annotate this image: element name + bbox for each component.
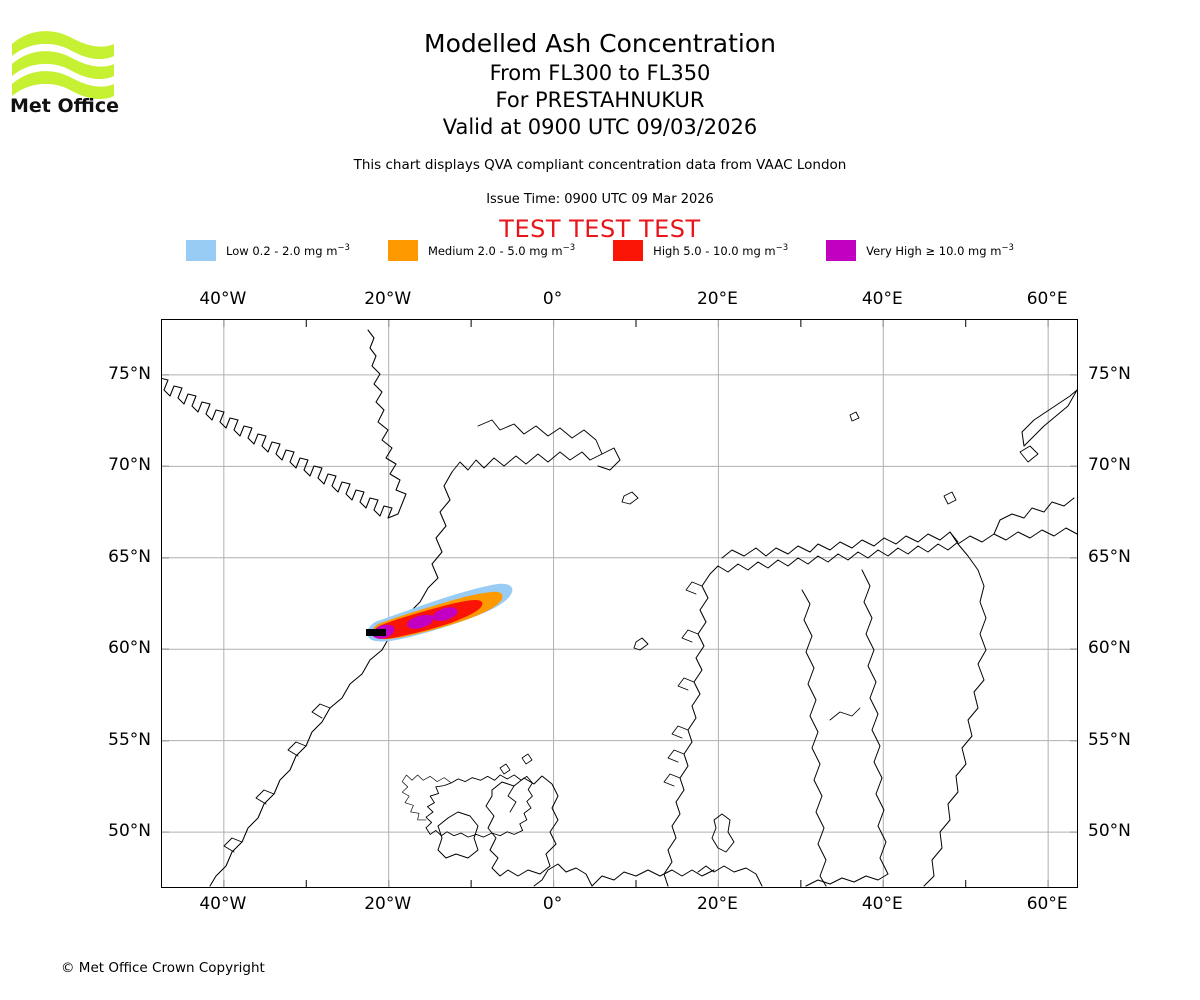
x-axis-tick-label-bottom: 60°E — [1026, 894, 1068, 914]
legend-swatch — [826, 240, 857, 261]
x-axis-tick-label-bottom: 40°E — [861, 894, 903, 914]
legend-label: Low 0.2 - 2.0 mg m−3 — [226, 243, 350, 258]
legend-item: High 5.0 - 10.0 mg m−3 — [613, 240, 788, 261]
qva-note: This chart displays QVA compliant concen… — [353, 157, 847, 173]
y-axis-tick-label-right: 65°N — [1088, 546, 1131, 567]
y-axis-tick-label-right: 70°N — [1088, 455, 1131, 476]
y-axis-tick-label-right: 55°N — [1088, 729, 1131, 750]
y-axis-tick-label-right: 60°N — [1088, 638, 1131, 659]
y-axis-tick-label-left: 70°N — [108, 455, 151, 476]
x-axis-tick-label-top: 60°E — [1026, 289, 1068, 309]
map-gridlines — [162, 320, 1077, 887]
legend-swatch — [387, 240, 418, 261]
ash-plume — [367, 583, 513, 642]
legend-item: Very High ≥ 10.0 mg m−3 — [826, 240, 1014, 261]
map-area: 40°W 20°W 0° 20°E 40°E 60°E 40°W 20°W 0° 20°E 40°… — [108, 289, 1131, 914]
x-axis-tick-label-top: 0° — [542, 289, 563, 309]
met-office-wordmark: Met Office — [10, 95, 119, 114]
coastlines — [162, 329, 1077, 887]
legend-label: Medium 2.0 - 5.0 mg m−3 — [427, 243, 576, 258]
copyright-footer: © Met Office Crown Copyright — [61, 960, 265, 976]
legend-swatch — [186, 240, 217, 261]
y-axis-tick-label-left: 65°N — [108, 546, 151, 567]
x-axis-tick-label-top: 40°W — [199, 289, 247, 309]
x-axis-tick-label-top: 40°E — [861, 289, 903, 309]
y-axis-tick-label-right: 50°N — [1088, 821, 1131, 842]
title-block: Modelled Ash Concentration From FL300 to… — [0, 28, 1200, 141]
page-title: Modelled Ash Concentration — [424, 29, 776, 58]
x-axis-tick-label-top: 20°E — [696, 289, 738, 309]
y-axis-tick-label-left: 60°N — [108, 638, 151, 659]
y-axis-tick-label-left: 50°N — [108, 821, 151, 842]
plume-band-veryhigh-streak2 — [432, 607, 458, 621]
x-axis-tick-label-top: 20°W — [364, 289, 412, 309]
legend-item: Low 0.2 - 2.0 mg m−3 — [186, 240, 350, 261]
x-axis-tick-label-bottom: 0° — [542, 894, 563, 914]
met-office-waves-icon: Met Office — [10, 31, 119, 114]
legend-swatch — [613, 240, 644, 261]
map-frame — [161, 319, 1078, 888]
x-axis-tick-label-bottom: 40°W — [199, 894, 247, 914]
y-axis-tick-label-left: 55°N — [108, 729, 151, 750]
axis-minor-ticks — [162, 320, 1077, 887]
legend-label: Very High ≥ 10.0 mg m−3 — [866, 243, 1014, 258]
volcano-source-marker — [366, 629, 386, 636]
y-axis-tick-label-left: 75°N — [108, 363, 151, 384]
met-office-logo: Met Office — [10, 22, 130, 114]
legend-item: Medium 2.0 - 5.0 mg m−3 — [387, 240, 576, 261]
concentration-legend: Low 0.2 - 2.0 mg m−3 Medium 2.0 - 5.0 mg … — [0, 240, 1200, 261]
flight-level-subtitle: From FL300 to FL350 — [489, 61, 711, 85]
legend-label: High 5.0 - 10.0 mg m−3 — [653, 243, 789, 258]
iceland-overlay-outline — [425, 774, 533, 838]
plume-band-veryhigh-streak1 — [407, 614, 434, 629]
valid-time-subtitle: Valid at 0900 UTC 09/03/2026 — [442, 115, 758, 139]
test-banner: TEST TEST TEST — [499, 215, 701, 243]
volcano-subtitle: For PRESTAHNUKUR — [495, 88, 705, 112]
x-axis-tick-label-bottom: 20°W — [364, 894, 412, 914]
y-axis-tick-label-right: 75°N — [1088, 363, 1131, 384]
x-axis-tick-label-bottom: 20°E — [696, 894, 738, 914]
issue-time: Issue Time: 0900 UTC 09 Mar 2026 — [486, 192, 714, 207]
map-canvas — [162, 320, 1077, 887]
